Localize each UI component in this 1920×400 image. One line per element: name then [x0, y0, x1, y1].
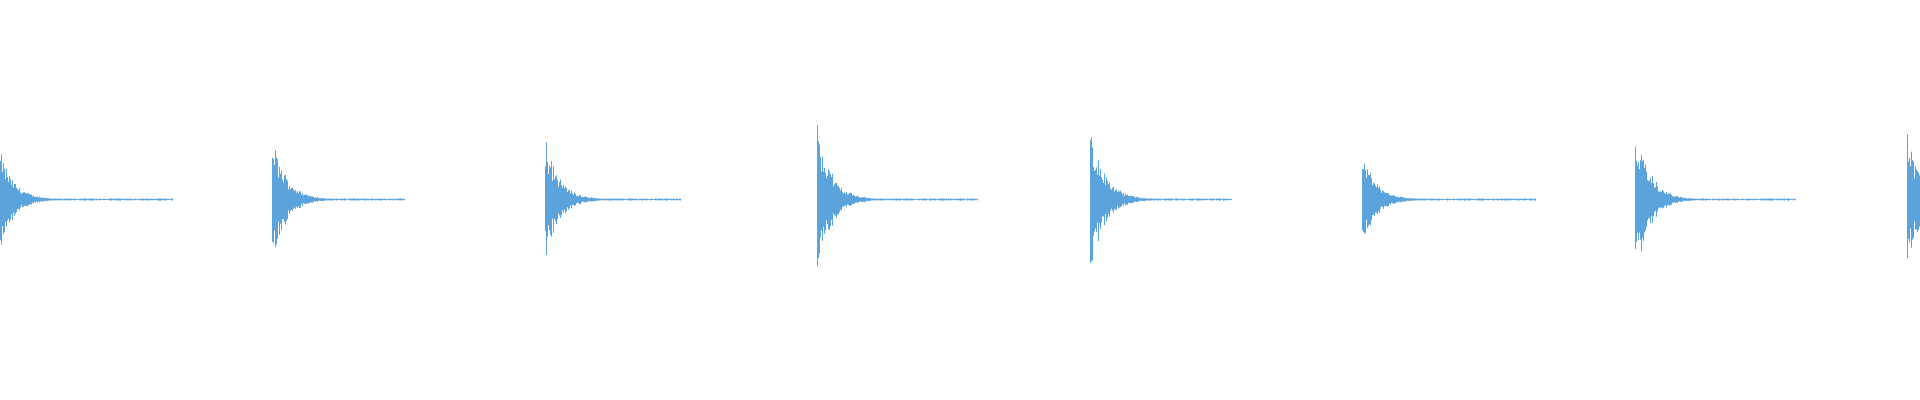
waveform-burst — [1635, 146, 1796, 252]
waveform-burst — [0, 154, 173, 245]
waveform-burst — [817, 125, 978, 267]
waveform-burst — [272, 150, 405, 248]
waveform-burst — [1362, 163, 1536, 234]
waveform-burst — [1090, 137, 1232, 263]
waveform-burst — [1907, 134, 1920, 259]
waveform-burst — [545, 142, 681, 255]
